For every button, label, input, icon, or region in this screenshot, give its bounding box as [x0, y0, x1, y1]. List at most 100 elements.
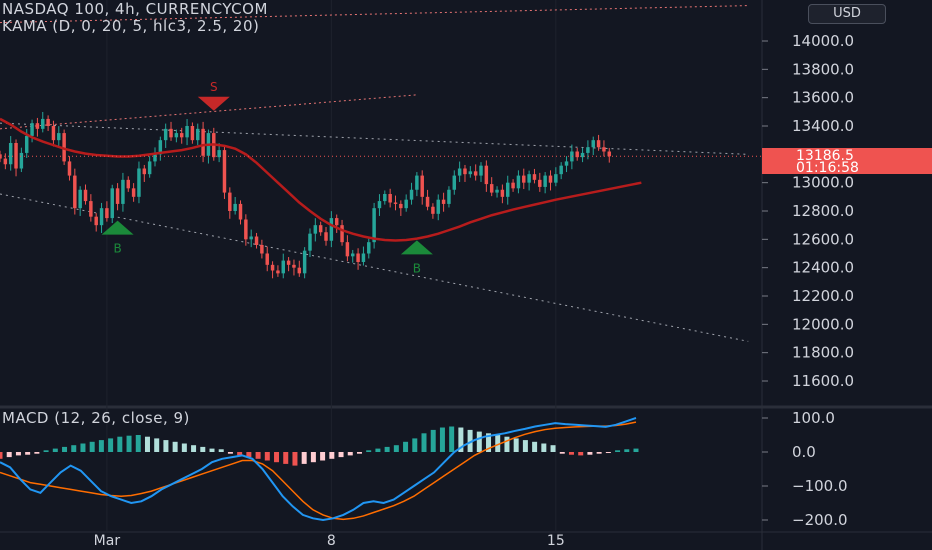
candle-body: [174, 133, 179, 138]
macd-histogram-bar: [541, 443, 547, 452]
candle-body: [67, 161, 72, 176]
macd-histogram-bar: [513, 438, 519, 452]
candle-body: [324, 232, 328, 241]
macd-tick-label: −100.0: [792, 477, 848, 495]
macd-histogram-bar: [135, 435, 141, 452]
macd-histogram-bar: [320, 452, 326, 461]
candle-body: [484, 165, 489, 185]
candle-body: [217, 150, 221, 158]
macd-legend[interactable]: MACD (12, 26, close, 9): [2, 409, 190, 427]
x-tick-label: 15: [547, 533, 565, 549]
macd-histogram-bar: [633, 448, 639, 452]
candle-body: [318, 225, 323, 233]
macd-histogram-bar: [393, 445, 399, 452]
candle-body: [179, 133, 184, 138]
candle-body: [19, 152, 24, 169]
candle-body: [377, 201, 382, 209]
macd-histogram-bar: [356, 452, 362, 454]
candle-body: [99, 208, 104, 226]
macd-histogram-bar: [605, 452, 611, 454]
y-tick-label: 13800.0: [792, 60, 854, 78]
macd-histogram-bar: [292, 452, 298, 466]
y-tick-label: 11800.0: [792, 344, 854, 362]
candle-body: [532, 174, 537, 180]
candle-body: [436, 199, 440, 214]
candle-body: [163, 128, 168, 141]
candle-body: [153, 154, 157, 162]
candle-body: [190, 126, 195, 141]
candle-body: [527, 174, 531, 183]
candle-body: [73, 175, 77, 209]
candle-body: [570, 151, 574, 162]
macd-histogram-bar: [283, 452, 289, 464]
candle-body: [313, 225, 318, 234]
candle-body: [292, 264, 296, 268]
macd-histogram-bar: [191, 445, 197, 452]
candle-body: [586, 147, 590, 153]
candle-body: [110, 188, 114, 219]
macd-histogram-bar: [375, 448, 381, 452]
macd-histogram-bar: [559, 452, 565, 454]
macd-histogram-bar: [144, 436, 150, 452]
macd-histogram-bar: [550, 445, 556, 452]
candle-body: [522, 175, 526, 183]
candle-body: [270, 264, 275, 271]
y-tick-label: 13000.0: [792, 174, 854, 192]
candle-body: [126, 179, 131, 189]
macd-histogram-bar: [310, 452, 316, 463]
candle-body: [340, 225, 344, 243]
macd-histogram-bar: [108, 438, 114, 452]
candle-body: [196, 128, 200, 141]
candle-body: [489, 184, 494, 193]
macd-histogram-bar: [430, 429, 436, 452]
candle-body: [297, 267, 302, 274]
macd-histogram-bar: [486, 433, 492, 452]
macd-histogram-bar: [421, 433, 427, 452]
buy-signal-label: B: [113, 242, 121, 256]
candle-body: [554, 174, 558, 183]
candle-body: [30, 123, 34, 136]
macd-histogram-bar: [467, 429, 473, 452]
candle-body: [575, 151, 579, 158]
currency-selector[interactable]: USD: [808, 4, 886, 24]
main-plot: B S B: [0, 5, 762, 342]
candle-body: [457, 168, 462, 176]
candle-body: [57, 133, 61, 141]
macd-histogram-bar: [587, 452, 593, 455]
candle-body: [479, 165, 483, 176]
macd-histogram-bar: [43, 450, 49, 452]
candle-body: [83, 189, 88, 202]
candle-body: [468, 171, 473, 175]
candle-body: [602, 147, 606, 152]
candle-body: [244, 219, 248, 240]
macd-histogram-bar: [578, 452, 584, 456]
macd-histogram-bar: [126, 435, 132, 452]
candle-body: [35, 123, 40, 129]
candle-body: [441, 199, 446, 204]
macd-histogram-bar: [25, 452, 31, 455]
macd-histogram-bar: [301, 452, 307, 464]
kama-legend[interactable]: KAMA (D, 0, 20, 5, hlc3, 2.5, 20): [2, 17, 260, 35]
candle-body: [41, 118, 45, 129]
macd-histogram-bar: [347, 452, 353, 456]
candle-body: [286, 260, 291, 265]
macd-histogram-bar: [89, 441, 95, 452]
macd-histogram-bar: [71, 445, 77, 452]
macd-histogram-bar: [80, 443, 86, 452]
candle-body: [548, 175, 553, 183]
y-tick-label: 13400.0: [792, 117, 854, 135]
candle-body: [89, 201, 93, 217]
macd-histogram-bar: [449, 426, 455, 452]
candle-body: [260, 245, 264, 254]
candle-body: [543, 175, 547, 187]
macd-histogram-bar: [227, 452, 233, 454]
symbol-legend[interactable]: NASDAQ 100, 4h, CURRENCYCOM: [2, 0, 268, 18]
candle-body: [131, 188, 136, 197]
candle-body: [158, 140, 163, 155]
macd-histogram-bar: [6, 452, 12, 458]
candle-body: [538, 179, 542, 187]
candle-body: [351, 253, 355, 257]
candle-body: [409, 189, 414, 200]
